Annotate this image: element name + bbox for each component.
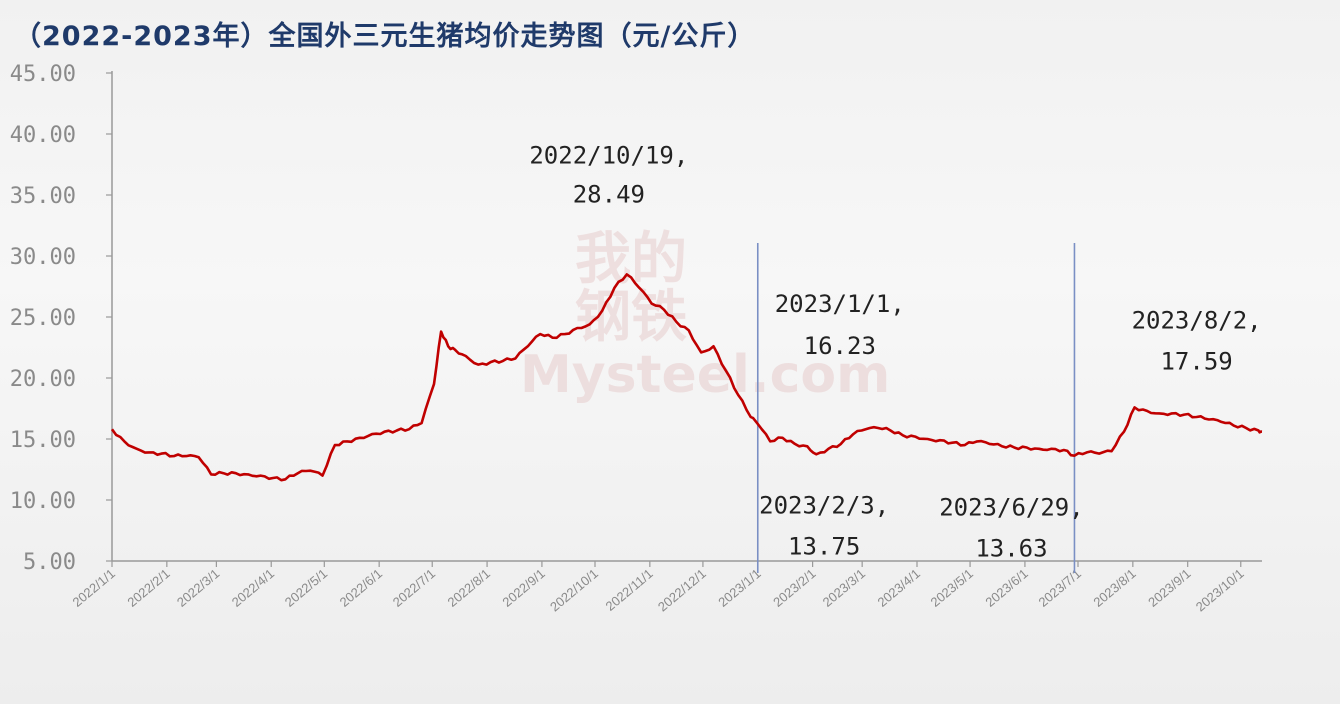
x-tick-label: 2022/7/1: [390, 566, 438, 610]
x-tick-label: 2023/7/1: [1036, 566, 1084, 610]
y-tick-label: 35.00: [10, 184, 76, 209]
annotation-date: 2023/8/2,: [1132, 306, 1262, 334]
x-tick-label: 2023/3/1: [820, 566, 868, 610]
y-tick-label: 20.00: [10, 367, 76, 392]
chart-title: （2022-2023年）全国外三元生猪均价走势图（元/公斤）: [14, 21, 756, 52]
x-axis-ticks: 2022/1/1 2022/2/1 2022/3/1 2022/4/1 2022/5/1…: [70, 561, 1247, 614]
annotation-value: 16.23: [804, 332, 876, 360]
chart-axes: [111, 71, 1262, 562]
series-line: [110, 273, 1263, 482]
watermark-text: Mysteel.com: [520, 345, 890, 405]
annotation-value: 28.49: [573, 180, 645, 208]
x-tick-label: 2023/9/1: [1145, 566, 1193, 610]
y-tick-label: 15.00: [10, 428, 76, 453]
x-tick-label: 2022/1/1: [70, 566, 118, 610]
x-tick-label: 2022/10/1: [547, 566, 601, 615]
x-tick-label: 2022/3/1: [174, 566, 222, 610]
x-tick-label: 2023/10/1: [1193, 566, 1247, 615]
watermark-text: 我的: [575, 227, 687, 292]
annotation-date: 2023/1/1,: [775, 290, 905, 318]
x-tick-label: 2023/1/1: [715, 566, 763, 610]
y-tick-label: 10.00: [10, 489, 76, 514]
x-tick-label: 2023/4/1: [875, 566, 923, 610]
x-tick-label: 2023/8/1: [1090, 566, 1138, 610]
x-tick-label: 2023/6/1: [982, 566, 1030, 610]
x-tick-label: 2022/2/1: [124, 566, 172, 610]
x-tick-label: 2022/8/1: [445, 566, 493, 610]
annotation-value: 13.75: [788, 532, 860, 560]
x-tick-label: 2022/9/1: [499, 566, 547, 610]
price-series: [110, 273, 1263, 482]
annotation-date: 2023/6/29,: [939, 494, 1084, 522]
y-tick-label: 40.00: [10, 123, 76, 148]
y-tick-label: 25.00: [10, 306, 76, 331]
watermark-text: 钢铁: [575, 285, 687, 350]
annotation-date: 2023/2/3,: [759, 491, 889, 519]
y-tick-label: 5.00: [23, 550, 76, 575]
x-tick-label: 2022/11/1: [603, 566, 656, 614]
x-tick-label: 2022/12/1: [655, 566, 709, 615]
x-tick-label: 2022/4/1: [229, 566, 277, 610]
value-annotations: 2022/10/19, 28.49 2023/1/1, 16.23 2023/2/3, 1…: [529, 141, 1261, 562]
reference-lines: [756, 243, 1076, 573]
x-tick-label: 2022/6/1: [337, 566, 385, 610]
y-axis-ticks: 45.00 40.00 35.00 30.00 25.00 20.00 15.00 10.00…: [10, 62, 112, 575]
x-tick-label: 2022/5/1: [282, 566, 330, 610]
y-tick-label: 30.00: [10, 245, 76, 270]
x-tick-label: 2023/2/1: [770, 566, 818, 610]
annotation-date: 2022/10/19,: [529, 141, 688, 169]
y-tick-label: 45.00: [10, 62, 76, 87]
annotation-value: 17.59: [1160, 347, 1232, 375]
annotation-value: 13.63: [975, 535, 1047, 563]
x-tick-label: 2023/5/1: [928, 566, 976, 610]
